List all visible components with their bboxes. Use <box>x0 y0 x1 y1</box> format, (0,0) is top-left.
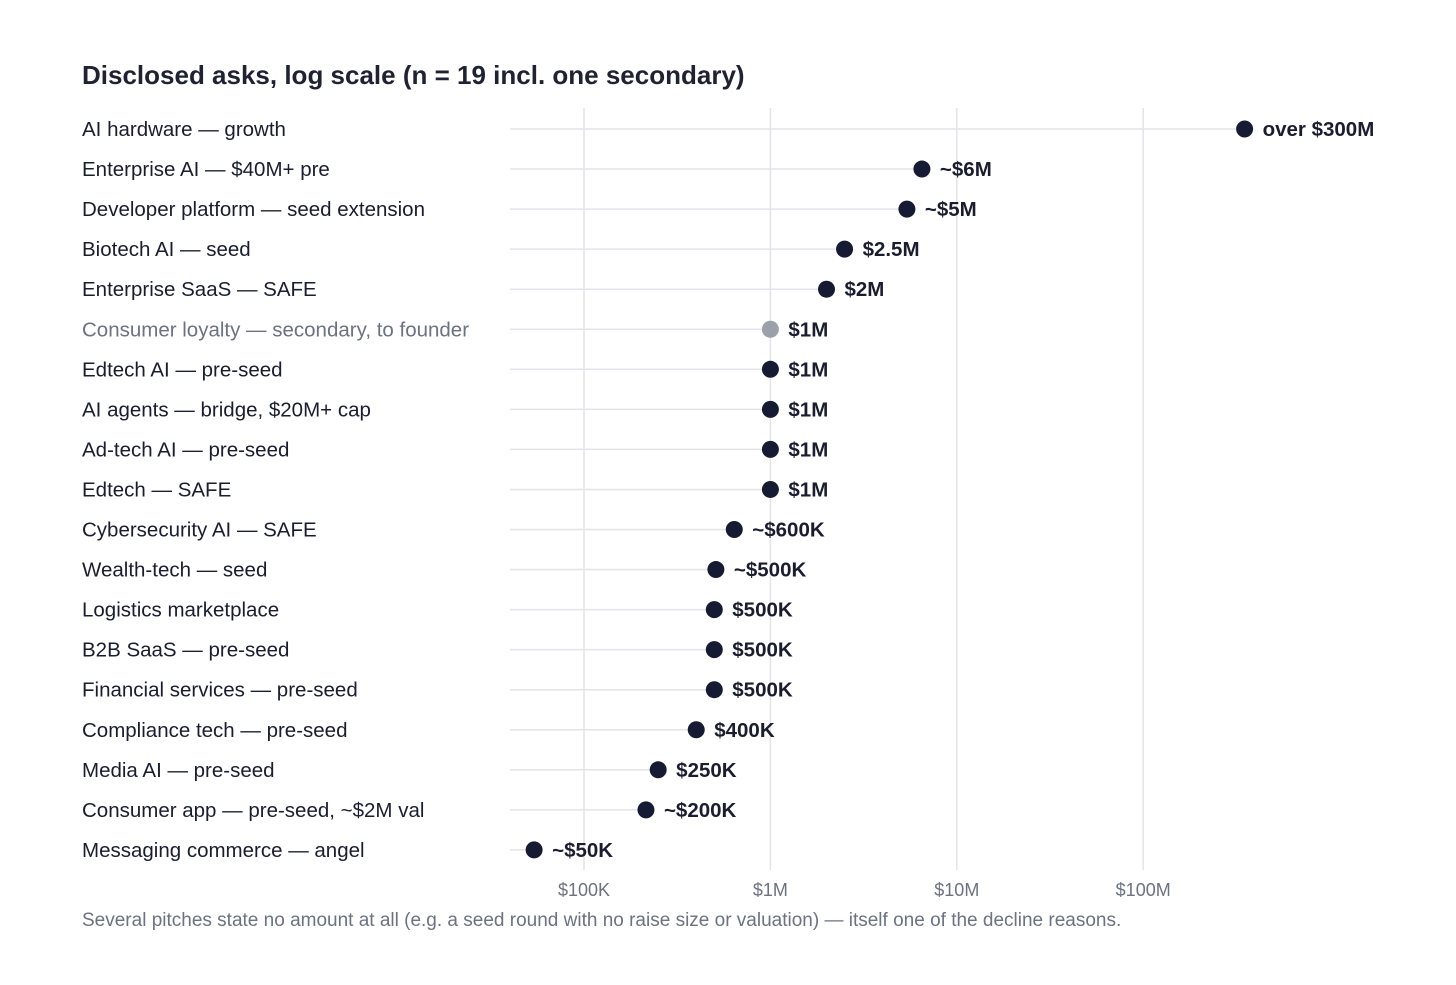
row-label: Logistics marketplace <box>82 599 279 622</box>
row-label: Messaging commerce — angel <box>82 839 365 862</box>
data-row: Developer platform — seed extension ~$5M <box>82 198 977 221</box>
row-label: B2B SaaS — pre-seed <box>82 639 289 662</box>
data-row: Media AI — pre-seed $250K <box>82 759 737 782</box>
row-label: Developer platform — seed extension <box>82 198 425 221</box>
data-point <box>687 721 705 739</box>
row-label: Edtech AI — pre-seed <box>82 358 283 381</box>
data-row: Compliance tech — pre-seed $400K <box>82 719 775 742</box>
data-point <box>1236 120 1254 138</box>
value-label: $400K <box>714 719 775 742</box>
value-label: ~$200K <box>664 799 737 822</box>
data-rows: AI hardware — growth over $300M Enterprise… <box>82 118 1374 862</box>
x-tick-label: $10M <box>934 880 979 900</box>
data-point <box>637 801 655 819</box>
data-row: Cybersecurity AI — SAFE ~$600K <box>82 519 825 542</box>
row-guide-lines <box>510 128 1245 851</box>
value-label: $2M <box>845 278 885 301</box>
data-point <box>707 561 725 579</box>
row-label: Enterprise SaaS — SAFE <box>82 278 317 301</box>
x-tick-label: $1M <box>753 880 788 900</box>
value-label: $1M <box>788 358 828 381</box>
value-label: $500K <box>732 599 793 622</box>
value-label: $1M <box>788 478 828 501</box>
data-row: B2B SaaS — pre-seed $500K <box>82 639 793 662</box>
row-label: Consumer app — pre-seed, ~$2M val <box>82 799 424 822</box>
data-row: Edtech — SAFE $1M <box>82 478 828 501</box>
data-point <box>649 761 667 779</box>
row-label: Wealth-tech — seed <box>82 559 267 582</box>
data-point <box>761 480 779 498</box>
data-point <box>898 200 916 218</box>
value-label: $500K <box>732 639 793 662</box>
data-point <box>836 240 854 258</box>
row-label: Biotech AI — seed <box>82 238 251 261</box>
data-row: Wealth-tech — seed ~$500K <box>82 559 806 582</box>
x-tick-label: $100K <box>558 880 610 900</box>
chart-title: Disclosed asks, log scale (n = 19 incl. … <box>82 60 745 90</box>
row-label: Media AI — pre-seed <box>82 759 275 782</box>
row-label: Cybersecurity AI — SAFE <box>82 519 317 542</box>
data-point <box>761 360 779 378</box>
data-row: Consumer app — pre-seed, ~$2M val ~$200K <box>82 799 737 822</box>
data-point <box>818 280 836 298</box>
value-label: $1M <box>788 398 828 421</box>
data-row: Enterprise SaaS — SAFE $2M <box>82 278 884 301</box>
row-label: Edtech — SAFE <box>82 478 231 501</box>
value-label: over $300M <box>1263 118 1375 141</box>
data-row: Enterprise AI — $40M+ pre ~$6M <box>82 158 992 181</box>
data-row: Consumer loyalty — secondary, to founder… <box>82 318 828 341</box>
data-point <box>705 681 723 699</box>
row-label: Financial services — pre-seed <box>82 679 358 702</box>
value-label: ~$600K <box>752 519 825 542</box>
data-point <box>725 521 743 538</box>
row-label: Compliance tech — pre-seed <box>82 719 348 742</box>
data-row: Biotech AI — seed $2.5M <box>82 238 920 261</box>
data-point <box>705 601 723 619</box>
value-label: ~$50K <box>552 839 613 862</box>
data-point <box>525 841 543 859</box>
value-label: ~$6M <box>940 158 992 181</box>
data-point <box>705 641 723 659</box>
row-label: AI hardware — growth <box>82 118 286 141</box>
value-label: ~$5M <box>925 198 977 221</box>
data-point <box>761 400 779 418</box>
value-label: $1M <box>788 318 828 341</box>
chart-footnote: Several pitches state no amount at all (… <box>82 910 1122 931</box>
data-row: AI hardware — growth over $300M <box>82 118 1374 141</box>
x-axis-tick-labels: $100K $1M $10M $100M <box>558 880 1171 900</box>
x-tick-label: $100M <box>1116 880 1171 900</box>
row-label: Enterprise AI — $40M+ pre <box>82 158 330 181</box>
data-row: Financial services — pre-seed $500K <box>82 679 793 702</box>
data-row: Messaging commerce — angel ~$50K <box>82 839 613 862</box>
data-row: AI agents — bridge, $20M+ cap $1M <box>82 398 828 421</box>
value-label: $500K <box>732 679 793 702</box>
row-label: Consumer loyalty — secondary, to founder <box>82 318 469 341</box>
row-label: Ad-tech AI — pre-seed <box>82 438 289 461</box>
value-label: $250K <box>676 759 737 782</box>
value-label: ~$500K <box>734 559 807 582</box>
data-row: Logistics marketplace $500K <box>82 599 793 622</box>
data-row: Edtech AI — pre-seed $1M <box>82 358 828 381</box>
data-point <box>913 160 931 178</box>
value-label: $1M <box>788 438 828 461</box>
data-row: Ad-tech AI — pre-seed $1M <box>82 438 828 461</box>
data-point <box>761 440 779 458</box>
data-point <box>761 320 779 338</box>
row-label: AI agents — bridge, $20M+ cap <box>82 398 371 421</box>
value-label: $2.5M <box>863 238 920 261</box>
